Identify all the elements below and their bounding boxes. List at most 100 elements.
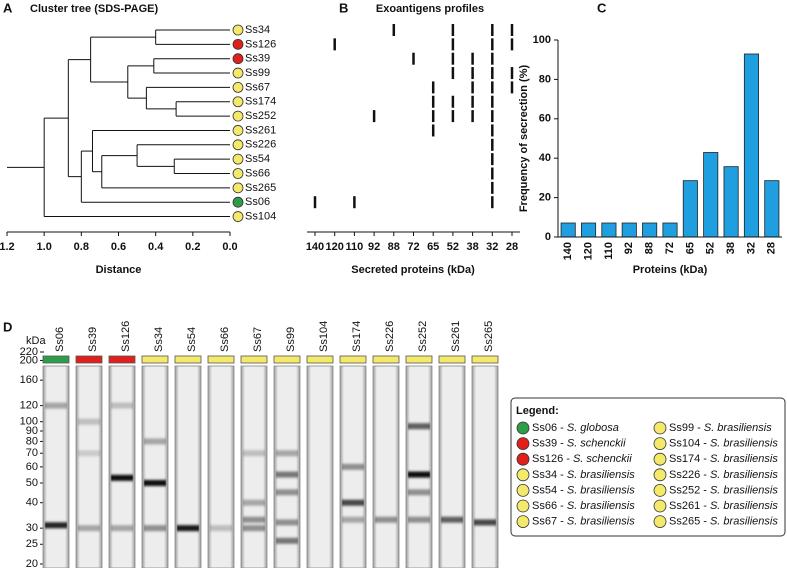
lane-color (372, 355, 400, 364)
x-tick-label: 120 (326, 241, 344, 253)
legend-strain: Ss261 - (669, 500, 710, 512)
gel-lane (207, 365, 235, 568)
gel-lane (174, 365, 202, 568)
x-tick-label: 110 (603, 242, 615, 260)
lane-color (438, 355, 466, 364)
legend-marker (653, 499, 667, 513)
y-tick-label: 80 (26, 435, 38, 447)
gel-band (276, 471, 298, 478)
lane-color (405, 355, 433, 364)
bar (560, 222, 576, 238)
leaf-label: Ss265 (245, 182, 276, 194)
legend-label: Ss252 - S. brasiliensis (669, 484, 778, 496)
leaf-marker (232, 153, 244, 165)
legend-strain: Ss265 - (669, 516, 710, 528)
x-tick-label: 52 (447, 241, 459, 253)
lane-label: Ss265 (483, 321, 495, 352)
lane-label: Ss99 (285, 327, 297, 352)
legend-marker (516, 452, 530, 466)
gel-band (111, 402, 133, 409)
gel-band (408, 471, 430, 478)
lane-label: Ss54 (186, 327, 198, 352)
legend-strain: Ss252 - (669, 484, 710, 496)
gel-band (474, 519, 496, 526)
y-tick-label: 50 (26, 477, 38, 489)
gel-band (78, 450, 100, 457)
legend-label: Ss39 - S. schenckii (532, 438, 626, 450)
x-tick-label: 88 (644, 242, 656, 254)
y-tick-label: 160 (20, 374, 38, 386)
legend-strain: Ss99 - (669, 422, 704, 434)
bar (581, 222, 597, 238)
lane-label: Ss34 (153, 327, 165, 352)
gel-band (276, 489, 298, 496)
gel-band (45, 402, 67, 409)
y-tick-label: 60 (26, 461, 38, 473)
bar (642, 222, 658, 238)
y-tick-label: 30 (26, 522, 38, 534)
y-tick-label: 40 (539, 152, 551, 164)
legend-species: S. brasiliensis (710, 469, 778, 481)
y-tick-label: 25 (26, 538, 38, 550)
leaf-marker (232, 96, 244, 108)
x-tick-label: 140 (562, 242, 574, 260)
gel-band (111, 525, 133, 532)
gel-band (408, 489, 430, 496)
legend-strain: Ss67 - (532, 516, 567, 528)
legend-species: S. brasiliensis (567, 469, 635, 481)
legend-strain: Ss54 - (532, 484, 567, 496)
leaf-label: Ss174 (245, 96, 276, 108)
legend-strain: Ss06 - (532, 422, 567, 434)
gel-band (243, 499, 265, 506)
x-tick-label: 28 (766, 242, 778, 254)
x-tick-label: 52 (705, 242, 717, 254)
legend-species: S. brasiliensis (567, 484, 635, 496)
legend-strain: Ss34 - (532, 469, 567, 481)
x-tick-label: 110 (346, 241, 364, 253)
x-axis-label: Secreted proteins (kDa) (351, 264, 475, 276)
legend-species: S. brasiliensis (710, 484, 778, 496)
leaf-marker (232, 196, 244, 208)
leaf-label: Ss06 (245, 196, 270, 208)
panel-label: C (597, 0, 607, 15)
leaf-label: Ss34 (245, 24, 270, 36)
leaf-label: Ss54 (245, 153, 270, 165)
leaf-marker (232, 139, 244, 151)
bar (764, 180, 780, 238)
y-tick-label: 70 (26, 447, 38, 459)
leaf-label: Ss66 (245, 167, 270, 179)
legend-species: S. schenckii (567, 438, 626, 450)
legend-label: Ss174 - S. brasiliensis (669, 453, 778, 465)
y-tick-label: 20 (539, 192, 551, 204)
y-tick-label: 60 (539, 113, 551, 125)
lane-color (108, 355, 136, 364)
x-tick-label: 72 (664, 242, 676, 254)
y-tick-label: 80 (539, 73, 551, 85)
x-tick-label: 38 (725, 242, 737, 254)
gel-band (441, 516, 463, 523)
lane-color (240, 355, 268, 364)
x-tick-label: 32 (486, 241, 498, 253)
y-tick-label: 90 (26, 425, 38, 437)
gel-lane (108, 365, 136, 568)
gel-lane (306, 365, 334, 568)
leaf-label: Ss104 (245, 210, 276, 222)
x-tick-label: 0.2 (185, 241, 200, 253)
legend-species: S. brasiliensis (704, 422, 772, 434)
y-tick-label: 40 (26, 497, 38, 509)
leaf-marker (232, 211, 244, 222)
x-tick-label: 65 (427, 241, 439, 253)
lane-color (42, 355, 70, 364)
y-tick-label: 120 (20, 399, 38, 411)
legend-marker (653, 468, 667, 482)
x-tick-label: 32 (745, 242, 757, 254)
gel-band (276, 537, 298, 544)
legend-marker (516, 421, 530, 435)
legend-title: Legend: (516, 405, 559, 417)
bar (743, 53, 759, 238)
x-tick-label: 0.8 (74, 241, 89, 253)
bar (662, 222, 678, 238)
gel-band (342, 463, 364, 470)
gel-lane (75, 365, 103, 568)
